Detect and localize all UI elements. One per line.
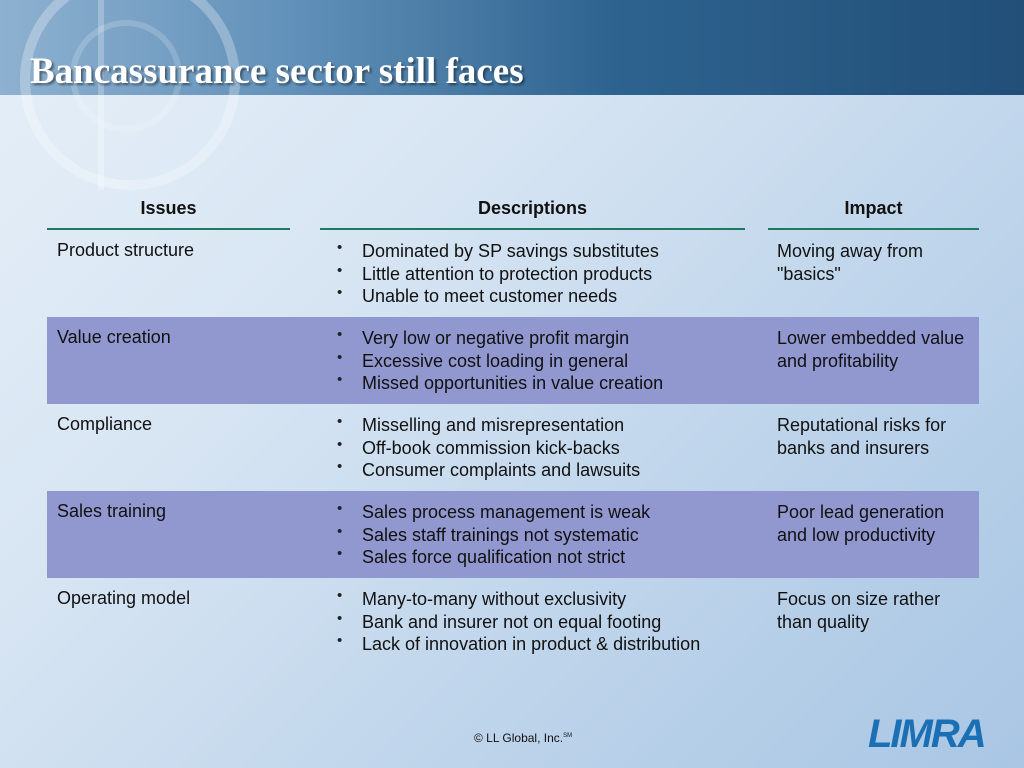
issue-cell: Compliance (57, 414, 153, 434)
copyright-footer: © LL Global, Inc.SM (474, 731, 572, 745)
decorative-ring (20, 0, 240, 190)
description-item: Unable to meet customer needs (329, 282, 709, 308)
description-list: Dominated by SP savings substitutes Litt… (329, 237, 709, 308)
impact-cell: Reputational risks for banks and insurer… (777, 415, 947, 458)
table-row-compliance: Compliance Misselling and misrepresentat… (47, 404, 979, 491)
description-item: Sales force qualification not strict (329, 543, 709, 569)
description-item: Many-to-many without exclusivity (329, 585, 709, 611)
decorative-ring-inner (70, 20, 182, 132)
decorative-line (98, 0, 104, 190)
description-item: Lack of innovation in product & distribu… (329, 630, 709, 656)
description-list: Sales process management is weak Sales s… (329, 498, 709, 569)
table-row-sales-training: Sales training Sales process management … (47, 491, 979, 578)
description-item: Very low or negative profit margin (329, 324, 709, 350)
header-issues: Issues (47, 196, 290, 230)
header-impact: Impact (768, 196, 979, 230)
service-mark: SM (563, 733, 573, 739)
copyright-text: © LL Global, Inc. (474, 731, 564, 745)
impact-cell: Lower embedded value and profitability (777, 328, 965, 371)
description-item: Consumer complaints and lawsuits (329, 456, 709, 482)
table-row-product-structure: Product structure Dominated by SP saving… (47, 230, 979, 317)
description-item: Excessive cost loading in general (329, 347, 709, 373)
impact-cell: Moving away from "basics" (777, 241, 924, 284)
issue-cell: Value creation (57, 327, 171, 347)
impact-cell: Poor lead generation and low productivit… (777, 502, 945, 545)
table-row-operating-model: Operating model Many-to-many without exc… (47, 578, 979, 665)
issue-cell: Operating model (57, 588, 191, 608)
issue-cell: Sales training (57, 501, 167, 521)
description-item: Off-book commission kick-backs (329, 434, 709, 460)
limra-logo: LIMRA (868, 712, 987, 756)
description-item: Dominated by SP savings substitutes (329, 237, 709, 263)
description-item: Bank and insurer not on equal footing (329, 608, 709, 634)
header-descriptions: Descriptions (320, 196, 745, 230)
description-list: Misselling and misrepresentation Off-boo… (329, 411, 709, 482)
description-item: Missed opportunities in value creation (329, 369, 709, 395)
slide-title: Bancassurance sector still faces (30, 51, 524, 92)
description-item: Sales process management is weak (329, 498, 709, 524)
table-row-value-creation: Value creation Very low or negative prof… (47, 317, 979, 404)
description-item: Sales staff trainings not systematic (329, 521, 709, 547)
impact-cell: Focus on size rather than quality (777, 589, 941, 632)
description-list: Very low or negative profit margin Exces… (329, 324, 709, 395)
description-item: Misselling and misrepresentation (329, 411, 709, 437)
description-list: Many-to-many without exclusivity Bank an… (329, 585, 709, 656)
description-item: Little attention to protection products (329, 260, 709, 286)
issue-cell: Product structure (57, 240, 195, 260)
